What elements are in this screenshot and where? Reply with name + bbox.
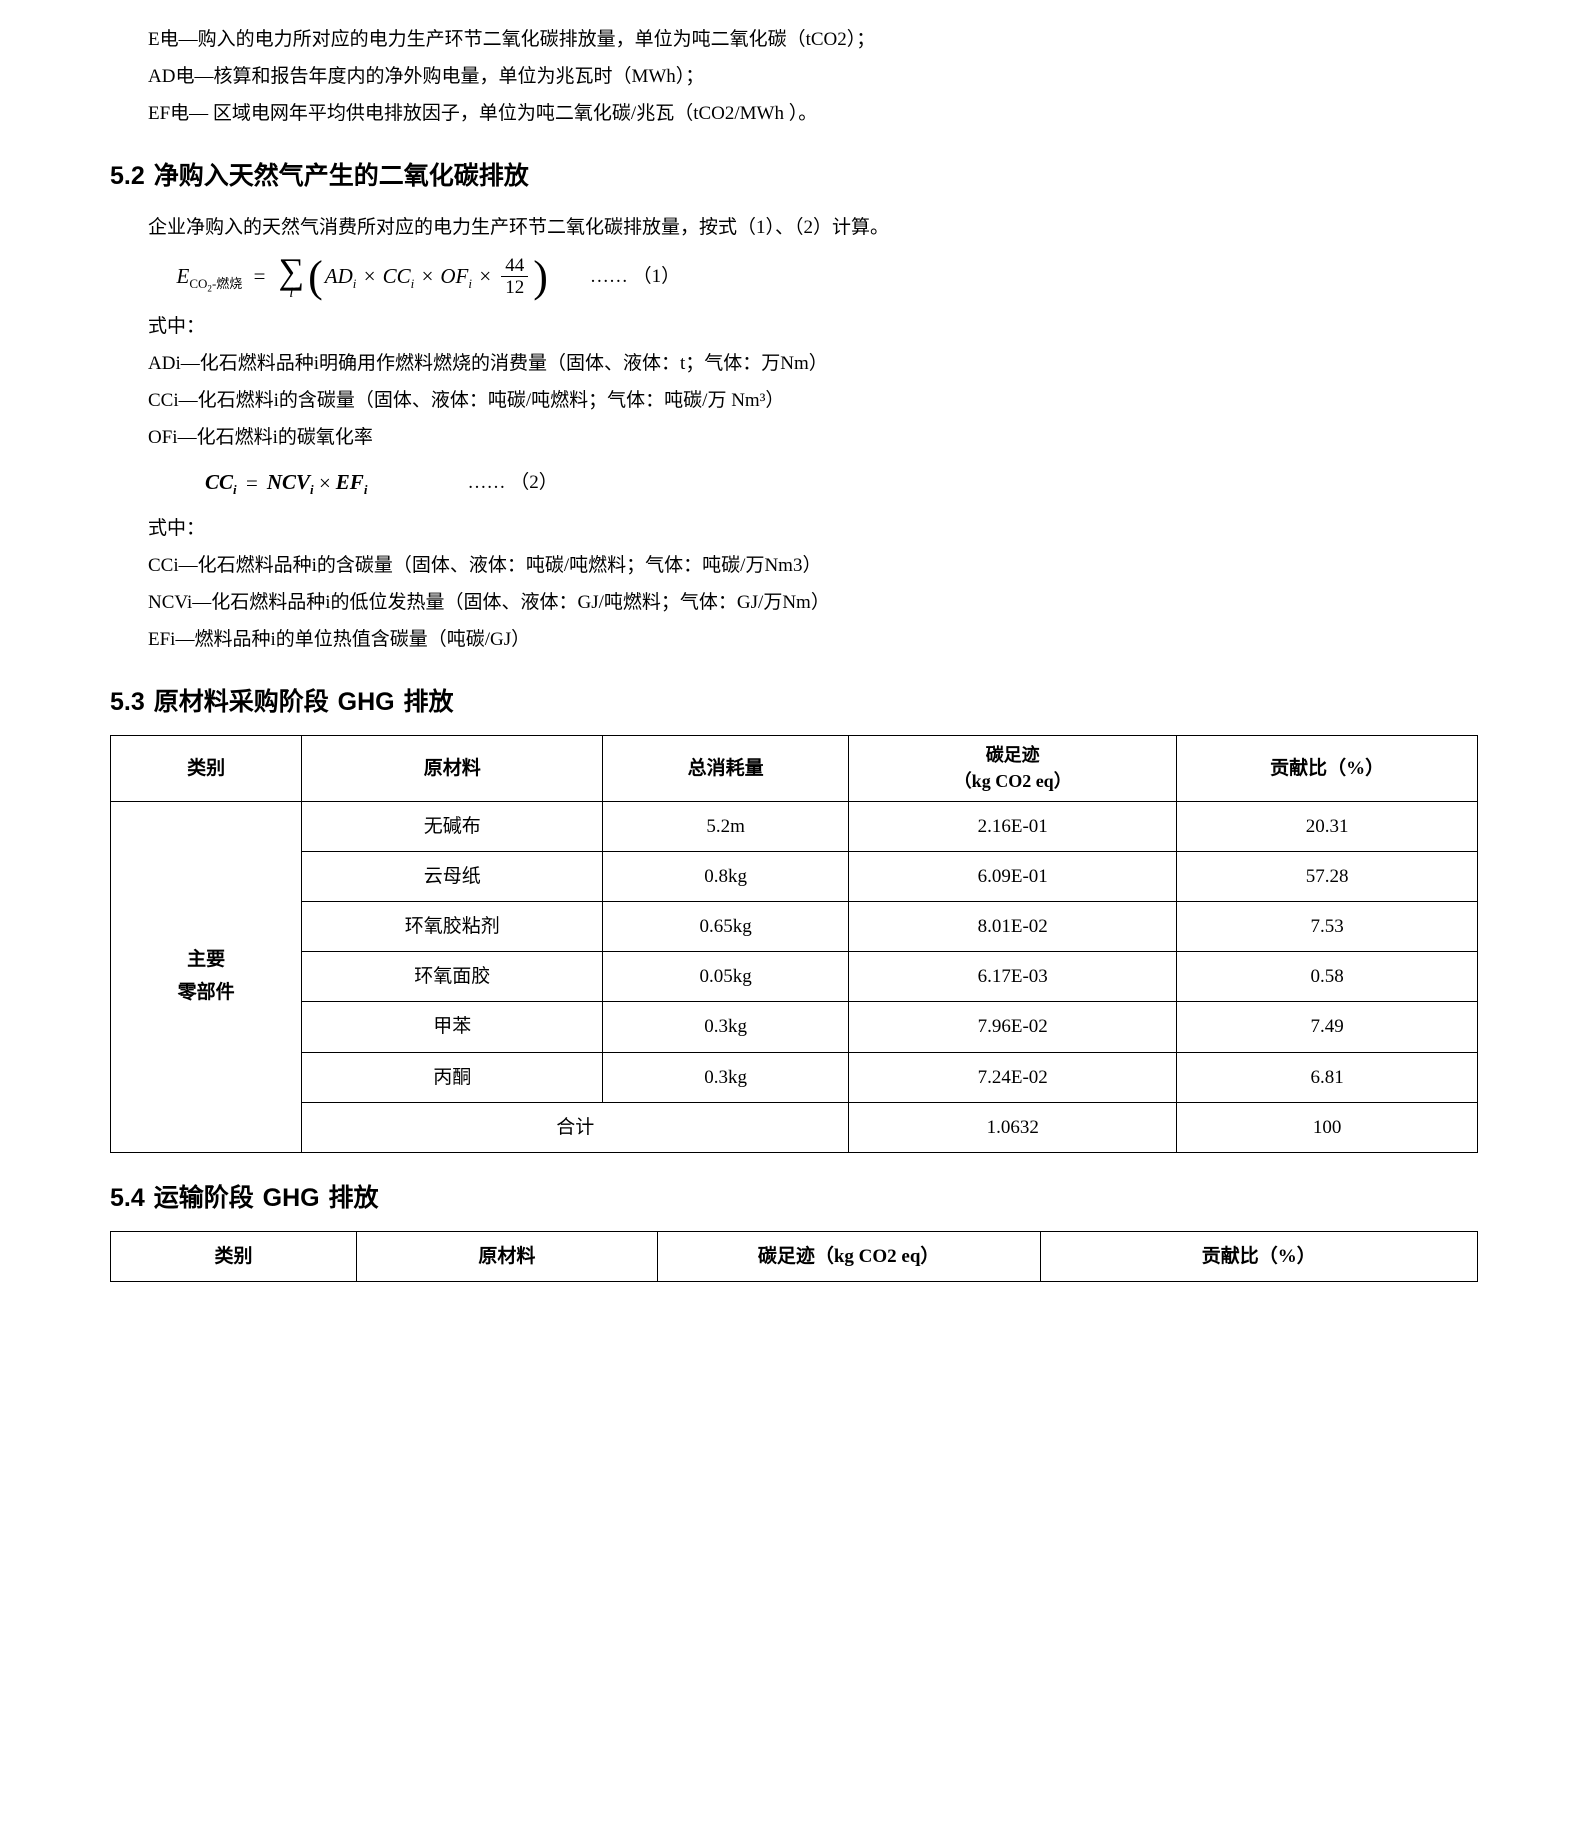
cell-total-label: 合计 xyxy=(302,1102,849,1152)
table-ghg-materials: 类别 原材料 总消耗量 碳足迹 （kg CO2 eq） 贡献比（%） 主要零部件… xyxy=(110,735,1478,1152)
cell-material: 环氧胶粘剂 xyxy=(302,902,603,952)
row-category-main-parts: 主要零部件 xyxy=(111,801,302,1152)
cell-carbon-footprint: 7.96E-02 xyxy=(849,1002,1177,1052)
shizhong-2: 式中： xyxy=(110,511,1478,546)
th-material: 原材料 xyxy=(357,1232,658,1282)
def-ef-elec: EF电— 区域电网年平均供电排放因子，单位为吨二氧化碳/兆瓦（tCO2/MWh … xyxy=(110,96,1478,131)
th-material: 原材料 xyxy=(302,736,603,801)
cell-total-pct: 100 xyxy=(1177,1102,1478,1152)
shizhong-1: 式中： xyxy=(110,309,1478,344)
cell-consumption: 0.8kg xyxy=(603,851,849,901)
eq1-label: …… （1） xyxy=(590,259,680,294)
table-row: 环氧面胶0.05kg6.17E-030.58 xyxy=(111,952,1478,1002)
th-carbon-footprint: 碳足迹 （kg CO2 eq） xyxy=(849,736,1177,801)
def-ad-elec: AD电—核算和报告年度内的净外购电量，单位为兆瓦时（MWh）； xyxy=(110,59,1478,94)
cell-material: 云母纸 xyxy=(302,851,603,901)
table-row: 甲苯0.3kg7.96E-027.49 xyxy=(111,1002,1478,1052)
th-cf-line1: 碳足迹 xyxy=(857,743,1168,768)
cell-material: 甲苯 xyxy=(302,1002,603,1052)
heading-5-4: 5.4 运输阶段 GHG 排放 xyxy=(110,1175,1478,1221)
table-row: 丙酮0.3kg7.24E-026.81 xyxy=(111,1052,1478,1102)
cell-consumption: 0.3kg xyxy=(603,1002,849,1052)
table-row: 类别 原材料 总消耗量 碳足迹 （kg CO2 eq） 贡献比（%） xyxy=(111,736,1478,801)
cell-consumption: 5.2m xyxy=(603,801,849,851)
cell-percentage: 6.81 xyxy=(1177,1052,1478,1102)
th-percentage: 贡献比（%） xyxy=(1040,1232,1477,1282)
cell-carbon-footprint: 6.09E-01 xyxy=(849,851,1177,901)
cell-percentage: 57.28 xyxy=(1177,851,1478,901)
table-row: 云母纸0.8kg6.09E-0157.28 xyxy=(111,851,1478,901)
equation-2: CCi = NCVi × EFi …… （2） xyxy=(110,463,1478,502)
heading-5-3: 5.3 原材料采购阶段 GHG 排放 xyxy=(110,679,1478,725)
def-ncvi: NCVi—化石燃料品种i的低位发热量（固体、液体：GJ/吨燃料；气体：GJ/万N… xyxy=(110,585,1478,620)
table-row: 环氧胶粘剂0.65kg8.01E-027.53 xyxy=(111,902,1478,952)
table-row-total: 合计1.0632100 xyxy=(111,1102,1478,1152)
cell-percentage: 7.49 xyxy=(1177,1002,1478,1052)
cell-carbon-footprint: 7.24E-02 xyxy=(849,1052,1177,1102)
th-category: 类别 xyxy=(111,1232,357,1282)
cell-total-cf: 1.0632 xyxy=(849,1102,1177,1152)
th-percentage: 贡献比（%） xyxy=(1177,736,1478,801)
table-row: 类别 原材料 碳足迹（kg CO2 eq） 贡献比（%） xyxy=(111,1232,1478,1282)
p-5-2-intro: 企业净购入的天然气消费所对应的电力生产环节二氧化碳排放量，按式（1）、（2）计算… xyxy=(110,210,1478,245)
cell-percentage: 0.58 xyxy=(1177,952,1478,1002)
cell-carbon-footprint: 2.16E-01 xyxy=(849,801,1177,851)
def-ofi: OFi—化石燃料i的碳氧化率 xyxy=(110,420,1478,455)
cell-carbon-footprint: 6.17E-03 xyxy=(849,952,1177,1002)
cell-percentage: 20.31 xyxy=(1177,801,1478,851)
cell-material: 无碱布 xyxy=(302,801,603,851)
def-cci: CCi—化石燃料i的含碳量（固体、液体：吨碳/吨燃料；气体：吨碳/万 Nm³） xyxy=(110,383,1478,418)
cell-percentage: 7.53 xyxy=(1177,902,1478,952)
def-e-elec: E电—购入的电力所对应的电力生产环节二氧化碳排放量，单位为吨二氧化碳（tCO2）… xyxy=(110,22,1478,57)
cell-material: 环氧面胶 xyxy=(302,952,603,1002)
cell-consumption: 0.3kg xyxy=(603,1052,849,1102)
cell-material: 丙酮 xyxy=(302,1052,603,1102)
table-ghg-transport: 类别 原材料 碳足迹（kg CO2 eq） 贡献比（%） xyxy=(110,1231,1478,1282)
eq2-label: …… （2） xyxy=(467,465,557,500)
th-cf-line2: （kg CO2 eq） xyxy=(857,769,1168,794)
cell-consumption: 0.65kg xyxy=(603,902,849,952)
table-row: 主要零部件无碱布5.2m2.16E-0120.31 xyxy=(111,801,1478,851)
th-consumption: 总消耗量 xyxy=(603,736,849,801)
def-adi: ADi—化石燃料品种i明确用作燃料燃烧的消费量（固体、液体：t；气体：万Nm） xyxy=(110,346,1478,381)
def-efi: EFi—燃料品种i的单位热值含碳量（吨碳/GJ） xyxy=(110,622,1478,657)
equation-1: ECO2-燃烧 = ∑i ( ADi × CCi × OFi × 4412 ) … xyxy=(110,253,1478,301)
th-carbon-footprint: 碳足迹（kg CO2 eq） xyxy=(657,1232,1040,1282)
cell-consumption: 0.05kg xyxy=(603,952,849,1002)
cell-carbon-footprint: 8.01E-02 xyxy=(849,902,1177,952)
th-category: 类别 xyxy=(111,736,302,801)
heading-5-2: 5.2 净购入天然气产生的二氧化碳排放 xyxy=(110,153,1478,199)
def-cci2: CCi—化石燃料品种i的含碳量（固体、液体：吨碳/吨燃料；气体：吨碳/万Nm3） xyxy=(110,548,1478,583)
